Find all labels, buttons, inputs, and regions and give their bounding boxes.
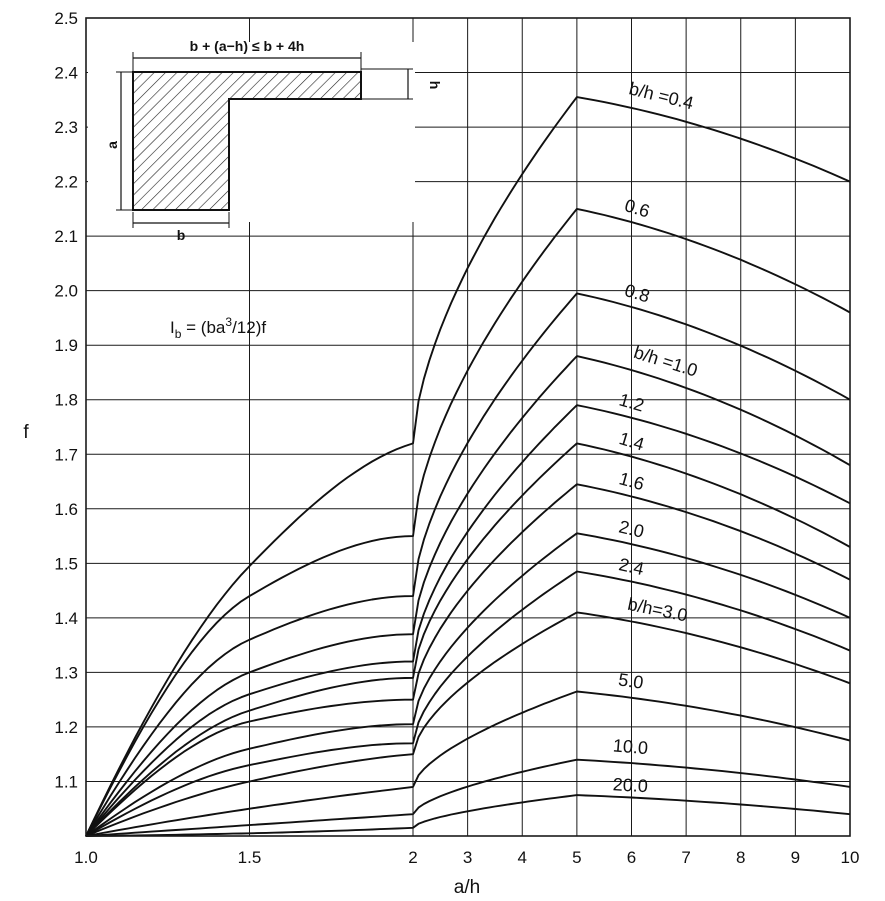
y-tick-label: 1.3 [54,663,78,682]
y-tick-label: 1.1 [54,772,78,791]
curve-line [85,483,851,837]
curve-label: 1.6 [617,468,646,494]
tick-labels: 1.0 1.5 2 3 4 5 6 7 8 9 10 1.1 1.2 1.3 1.4 1.5 1.6 1.7 1.8… [54,9,859,867]
x-tick-label: 4 [518,848,527,867]
y-tick-label: 2.3 [54,118,78,137]
plot-frame [85,17,851,837]
x-tick-label: 10 [841,848,860,867]
y-tick-label: 1.6 [54,500,78,519]
x-tick-label: 9 [791,848,800,867]
x-tick-label: 1.5 [238,848,262,867]
curve-line [85,758,851,837]
x-tick-label: 8 [736,848,745,867]
y-tick-label: 1.2 [54,718,78,737]
curve-line [85,207,851,837]
x-tick-label: 6 [627,848,636,867]
curve-labels: b/h =0.4 0.6 0.8 b/h =1.0 1.2 1.4 1.6 2.0 2.4 b/h… [612,78,700,796]
formula-text: Ib = (ba3/12)f [170,315,266,341]
inset-b-label: b [177,227,186,243]
curve-label: 1.2 [617,390,647,416]
y-tick-label: 1.8 [54,391,78,410]
y-tick-label: 1.9 [54,336,78,355]
x-tick-label: 2 [408,848,417,867]
x-tick-label: 3 [463,848,472,867]
curve-line [85,96,851,837]
curve-label: b/h =0.4 [627,78,695,113]
curve-line [85,794,851,837]
curve-line [85,611,851,837]
curve-label: 2.0 [617,516,646,541]
curve-line [85,690,851,837]
curve-label: 0.6 [622,195,652,221]
y-tick-label: 2.5 [54,9,78,28]
curve-label: 0.8 [622,280,652,306]
curve-label: b/h=3.0 [626,594,689,626]
curve-label: b/h =1.0 [631,342,700,381]
curve-line [85,442,851,837]
y-tick-label: 2.1 [54,227,78,246]
curves [85,96,851,837]
curve-line [85,570,851,837]
y-tick-label: 2.0 [54,282,78,301]
inset-h-label: h [427,81,443,90]
x-tick-label: 7 [681,848,690,867]
x-axis-label: a/h [454,877,480,898]
curve-label: 20.0 [612,774,648,796]
curve-label: 1.4 [617,428,647,454]
curve-label: 2.4 [617,554,646,579]
y-tick-label: 1.4 [54,609,78,628]
curve-label: 5.0 [617,669,645,692]
y-tick-label: 1.7 [54,445,78,464]
y-tick-label: 2.2 [54,173,78,192]
section-inset: b + (a−h) ≤ b + 4h a b h Ib = (ba3/12)f [88,38,443,341]
curve-line [85,532,851,837]
inset-top-label: b + (a−h) ≤ b + 4h [190,38,305,54]
y-tick-label: 1.5 [54,554,78,573]
y-axis-label: f [23,422,29,443]
curve-label: 10.0 [612,735,649,758]
x-tick-label: 1.0 [74,848,98,867]
y-tick-label: 2.4 [54,64,78,83]
inset-a-label: a [104,141,120,149]
curve-line [85,404,851,837]
curve-line [85,292,851,837]
x-tick-label: 5 [572,848,581,867]
curve-line [85,355,851,837]
